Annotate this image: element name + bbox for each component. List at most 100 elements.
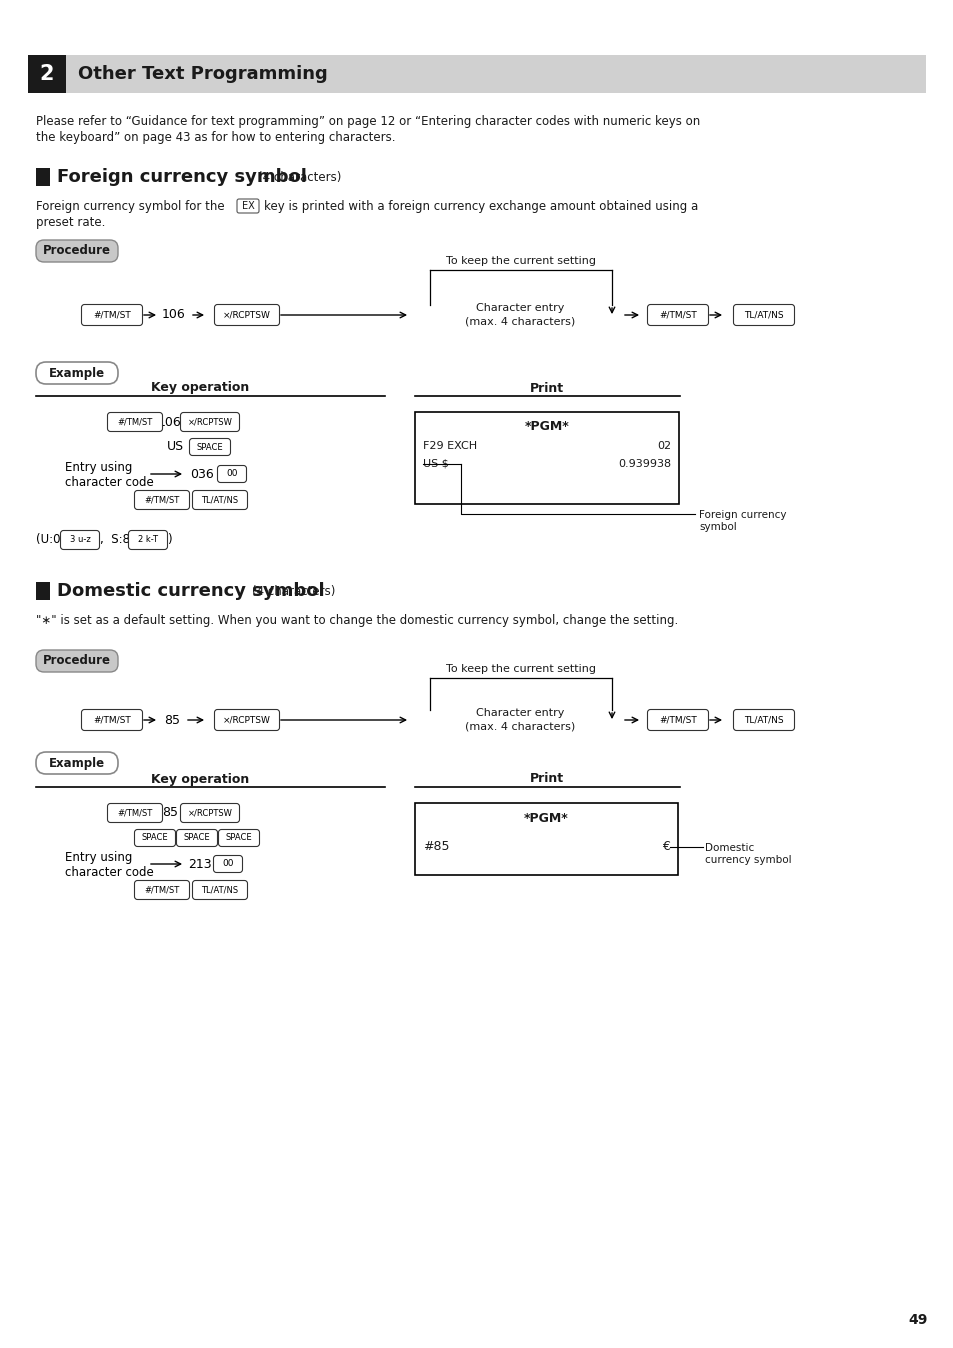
Text: TL/AT/NS: TL/AT/NS (201, 886, 238, 895)
Text: To keep the current setting: To keep the current setting (446, 665, 596, 674)
Text: (4 characters): (4 characters) (252, 585, 335, 597)
FancyBboxPatch shape (36, 363, 118, 384)
Text: #/TM/ST: #/TM/ST (93, 310, 131, 319)
Text: 49: 49 (907, 1313, 926, 1326)
Text: Character entry
(max. 4 characters): Character entry (max. 4 characters) (464, 303, 575, 326)
Text: 02: 02 (657, 441, 670, 452)
Text: #/TM/ST: #/TM/ST (144, 496, 179, 504)
FancyBboxPatch shape (36, 752, 118, 774)
FancyBboxPatch shape (214, 305, 279, 325)
Text: 2 k-T: 2 k-T (138, 535, 158, 545)
Text: €: € (661, 841, 669, 853)
Text: Domestic
currency symbol: Domestic currency symbol (704, 842, 791, 864)
Text: 106: 106 (162, 309, 186, 322)
Text: EX: EX (241, 201, 254, 212)
Text: Procedure: Procedure (43, 655, 111, 667)
Text: #/TM/ST: #/TM/ST (659, 310, 696, 319)
FancyBboxPatch shape (60, 531, 99, 550)
FancyBboxPatch shape (28, 55, 66, 93)
Text: Print: Print (529, 381, 563, 395)
FancyBboxPatch shape (81, 305, 142, 325)
Text: US $: US $ (422, 460, 448, 469)
Text: Please refer to “Guidance for text programming” on page 12 or “Entering characte: Please refer to “Guidance for text progr… (36, 115, 700, 128)
FancyBboxPatch shape (28, 55, 925, 93)
Text: #/TM/ST: #/TM/ST (144, 886, 179, 895)
FancyBboxPatch shape (36, 240, 118, 262)
Text: SPACE: SPACE (184, 833, 210, 842)
FancyBboxPatch shape (733, 305, 794, 325)
Text: SPACE: SPACE (226, 833, 252, 842)
Text: key is printed with a foreign currency exchange amount obtained using a: key is printed with a foreign currency e… (264, 200, 698, 213)
Text: 85: 85 (162, 806, 178, 820)
FancyBboxPatch shape (214, 709, 279, 731)
Text: 106: 106 (158, 415, 182, 429)
Text: #/TM/ST: #/TM/ST (117, 809, 152, 817)
Text: Procedure: Procedure (43, 244, 111, 257)
Text: (4 characters): (4 characters) (257, 170, 341, 183)
Text: Other Text Programming: Other Text Programming (78, 65, 328, 84)
FancyBboxPatch shape (129, 531, 168, 550)
Text: 036: 036 (190, 468, 213, 480)
Text: #/TM/ST: #/TM/ST (659, 716, 696, 724)
Text: Foreign currency symbol: Foreign currency symbol (57, 168, 307, 186)
Text: character code: character code (65, 476, 153, 488)
FancyBboxPatch shape (217, 465, 246, 483)
FancyBboxPatch shape (108, 803, 162, 822)
Text: ×/RCPTSW: ×/RCPTSW (223, 310, 271, 319)
Text: 00: 00 (226, 469, 237, 479)
Text: Key operation: Key operation (151, 381, 249, 395)
FancyBboxPatch shape (218, 829, 259, 847)
FancyBboxPatch shape (733, 709, 794, 731)
Text: Example: Example (49, 756, 105, 770)
Text: ×/RCPTSW: ×/RCPTSW (188, 809, 233, 817)
Text: ×/RCPTSW: ×/RCPTSW (188, 418, 233, 426)
FancyBboxPatch shape (415, 412, 679, 504)
Text: TL/AT/NS: TL/AT/NS (743, 310, 783, 319)
Text: Print: Print (529, 772, 563, 786)
Text: Key operation: Key operation (151, 772, 249, 786)
FancyBboxPatch shape (180, 803, 239, 822)
Text: Foreign currency
symbol: Foreign currency symbol (699, 510, 785, 531)
Text: 85: 85 (164, 713, 180, 727)
Text: ×/RCPTSW: ×/RCPTSW (223, 716, 271, 724)
FancyBboxPatch shape (236, 200, 258, 213)
Text: preset rate.: preset rate. (36, 216, 105, 229)
Text: *PGM*: *PGM* (523, 813, 568, 825)
Text: 3 u-z: 3 u-z (70, 535, 91, 545)
Text: 0.939938: 0.939938 (618, 460, 670, 469)
FancyBboxPatch shape (213, 856, 242, 872)
FancyBboxPatch shape (647, 305, 708, 325)
FancyBboxPatch shape (134, 491, 190, 510)
Text: Foreign currency symbol for the: Foreign currency symbol for the (36, 200, 224, 213)
FancyBboxPatch shape (193, 880, 247, 899)
FancyBboxPatch shape (81, 709, 142, 731)
FancyBboxPatch shape (193, 491, 247, 510)
Text: SPACE: SPACE (196, 442, 223, 452)
FancyBboxPatch shape (134, 880, 190, 899)
Text: F29 EXCH: F29 EXCH (422, 441, 476, 452)
FancyBboxPatch shape (180, 412, 239, 431)
Text: #/TM/ST: #/TM/ST (117, 418, 152, 426)
Text: 213: 213 (188, 857, 212, 871)
Text: Domestic currency symbol: Domestic currency symbol (57, 582, 324, 600)
Text: Character entry
(max. 4 characters): Character entry (max. 4 characters) (464, 709, 575, 732)
FancyBboxPatch shape (415, 803, 678, 875)
FancyBboxPatch shape (36, 650, 118, 673)
Text: ,  S:8: , S:8 (100, 534, 130, 546)
Text: 00: 00 (222, 860, 233, 868)
Text: To keep the current setting: To keep the current setting (446, 256, 596, 266)
FancyBboxPatch shape (176, 829, 217, 847)
Text: TL/AT/NS: TL/AT/NS (743, 716, 783, 724)
Text: Example: Example (49, 367, 105, 380)
FancyBboxPatch shape (36, 168, 50, 186)
Text: 2: 2 (40, 63, 54, 84)
Text: #85: #85 (422, 841, 449, 853)
Text: ): ) (167, 534, 172, 546)
Text: "∗" is set as a default setting. When you want to change the domestic currency s: "∗" is set as a default setting. When yo… (36, 613, 678, 627)
FancyBboxPatch shape (36, 582, 50, 600)
FancyBboxPatch shape (134, 829, 175, 847)
Text: SPACE: SPACE (142, 833, 168, 842)
Text: US: US (166, 441, 183, 453)
FancyBboxPatch shape (108, 412, 162, 431)
FancyBboxPatch shape (190, 438, 231, 456)
